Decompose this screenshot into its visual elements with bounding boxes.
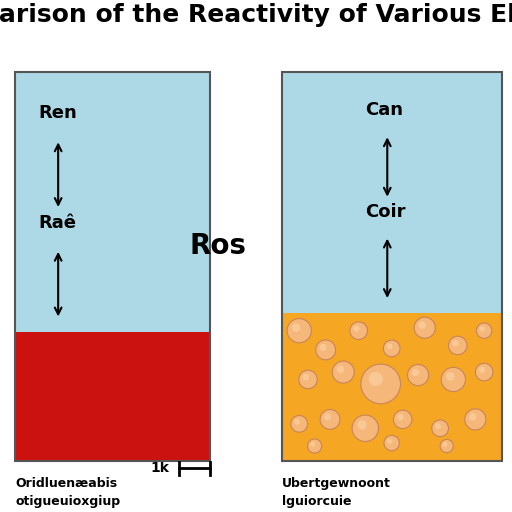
Circle shape xyxy=(477,323,492,338)
Circle shape xyxy=(319,344,327,351)
Circle shape xyxy=(361,364,400,404)
Circle shape xyxy=(299,370,317,389)
Circle shape xyxy=(369,372,382,386)
Circle shape xyxy=(387,438,393,444)
Circle shape xyxy=(350,322,368,339)
Text: Coir: Coir xyxy=(365,203,406,221)
Circle shape xyxy=(383,340,400,357)
Bar xyxy=(282,72,502,461)
Circle shape xyxy=(475,364,493,381)
Circle shape xyxy=(443,442,447,446)
Bar xyxy=(15,332,210,461)
Circle shape xyxy=(480,326,485,331)
Circle shape xyxy=(414,317,435,338)
Circle shape xyxy=(294,419,300,424)
Circle shape xyxy=(337,366,345,373)
Circle shape xyxy=(440,439,453,453)
Circle shape xyxy=(353,326,359,332)
Circle shape xyxy=(452,340,459,347)
Circle shape xyxy=(357,420,367,430)
Circle shape xyxy=(303,374,309,380)
Circle shape xyxy=(287,318,311,343)
Circle shape xyxy=(324,414,331,420)
Text: Raê: Raê xyxy=(39,214,77,232)
Text: Can: Can xyxy=(365,101,403,119)
Circle shape xyxy=(479,367,485,373)
Text: Ren: Ren xyxy=(39,104,77,122)
Circle shape xyxy=(308,439,322,453)
Circle shape xyxy=(332,361,354,383)
Circle shape xyxy=(397,414,403,420)
Circle shape xyxy=(393,410,412,429)
Text: 1k: 1k xyxy=(150,461,169,476)
Circle shape xyxy=(412,369,419,376)
Circle shape xyxy=(352,415,378,441)
Circle shape xyxy=(441,368,465,392)
Circle shape xyxy=(387,344,393,349)
Circle shape xyxy=(432,420,449,437)
Circle shape xyxy=(418,322,426,329)
Bar xyxy=(15,72,210,461)
Text: Oridluenæabis: Oridluenæabis xyxy=(15,477,117,490)
Text: lguiorcuie: lguiorcuie xyxy=(282,495,351,508)
Circle shape xyxy=(465,409,486,430)
Bar xyxy=(282,313,502,461)
Circle shape xyxy=(435,423,441,429)
Circle shape xyxy=(408,365,429,386)
Circle shape xyxy=(384,435,399,451)
Circle shape xyxy=(292,324,301,332)
Circle shape xyxy=(291,415,308,432)
Circle shape xyxy=(320,410,340,429)
Circle shape xyxy=(469,413,476,420)
Bar xyxy=(282,72,502,313)
Text: Ros: Ros xyxy=(189,232,246,260)
Text: Ubertgewnoont: Ubertgewnoont xyxy=(282,477,391,490)
Text: otigueuioxgiup: otigueuioxgiup xyxy=(15,495,120,508)
Text: A Comparison of the Reactivity of Various Elements: A Comparison of the Reactivity of Variou… xyxy=(0,3,512,27)
Circle shape xyxy=(449,336,467,355)
Circle shape xyxy=(446,372,455,381)
Bar xyxy=(15,72,210,332)
Circle shape xyxy=(310,442,315,446)
Circle shape xyxy=(316,340,335,360)
